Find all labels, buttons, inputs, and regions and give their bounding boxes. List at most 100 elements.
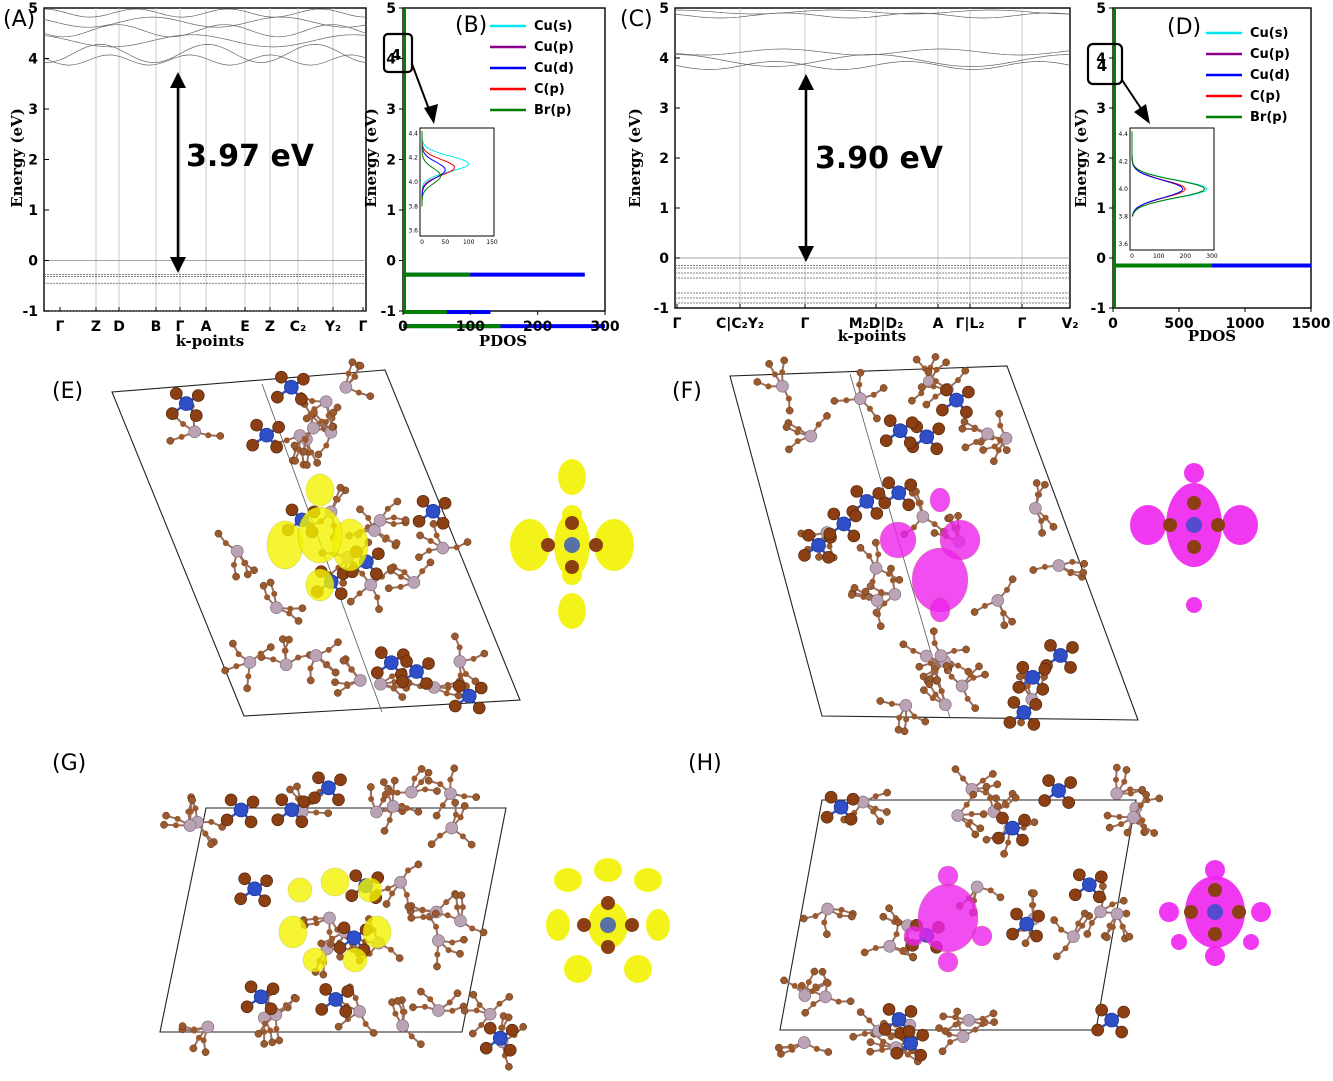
hydrogen-atom [314,450,323,459]
hydrogen-atom [346,597,355,606]
legend-label: C(p) [534,82,565,97]
phosphorus-atom [323,911,336,925]
panel-f-orbital-cluster [1130,463,1258,613]
k-tick-label: E [240,319,250,335]
k-tick-label: Γ [176,319,185,335]
bromine-atom [339,1005,353,1018]
hydrogen-atom [298,604,307,613]
carbon-atom [947,1039,954,1046]
panel-b-zoom-arrow [411,63,431,113]
cluster-lobe [1130,505,1166,545]
hydrogen-atom [993,802,1002,810]
carbon-atom [1137,802,1144,809]
hydrogen-atom [777,1050,785,1058]
carbon-atom [392,1010,399,1017]
y-tick-label: 4 [659,51,669,67]
copper-atom [346,930,362,946]
copper-atom [891,485,907,501]
hydrogen-atom [899,640,908,649]
hydrogen-atom [866,1047,875,1056]
panel-a-kpath-lines [44,8,366,311]
orbital-lobe [903,925,925,947]
legend-label: Cu(s) [534,19,572,34]
carbon-atom [932,378,939,385]
panel-a-gap-label: 3.97 eV [186,139,315,174]
carbon-atom [1119,923,1126,930]
hydrogen-atom [815,553,823,561]
carbon-atom [382,536,389,543]
phosphorus-atom [188,425,201,439]
carbon-atom [178,433,185,440]
panel-b-ylabel: Energy (eV) [362,108,380,208]
hydrogen-atom [380,826,389,835]
k-tick-label: Γ|L₂ [955,316,984,332]
k-tick-label: D [113,319,125,335]
carbon-atom [391,678,398,685]
hydrogen-atom [469,990,478,999]
bromine-atom [271,390,284,404]
phosphorus-atom [364,578,377,592]
hydrogen-atom [424,768,433,777]
carbon-atom [910,524,917,531]
inset-y-tick-label: 4.0 [1118,186,1128,193]
hydrogen-atom [384,584,393,593]
hydrogen-atom [416,1040,425,1049]
hydrogen-atom [426,558,435,567]
carbon-atom [257,650,264,657]
hydrogen-atom [801,1008,810,1017]
carbon-atom [311,406,318,413]
k-tick-label: V₂ [1062,316,1079,332]
hydrogen-atom [409,1003,417,1012]
carbon-atom [326,928,333,935]
hydrogen-atom [933,676,942,684]
cluster-lobe [1222,505,1258,545]
bromine-atom [904,478,918,492]
bromine-atom [165,407,179,420]
hydrogen-atom [366,783,375,791]
hydrogen-atom [946,513,954,522]
bromine-atom [823,527,837,541]
carbon-atom [323,442,330,449]
carbon-atom [997,422,1004,429]
carbon-atom [979,1015,986,1022]
copper-atom [461,688,477,704]
carbon-atom [887,1034,894,1041]
carbon-atom [473,1007,480,1014]
phosphorus-atom [339,380,353,394]
br-p-peak [403,272,471,277]
hydrogen-atom [433,962,441,971]
hydrogen-atom [1041,480,1049,489]
hydrogen-atom [938,1047,947,1056]
hydrogen-atom [1099,882,1107,891]
bromine-atom [258,894,271,908]
carbon-atom [1003,586,1010,593]
carbon-atom [312,915,319,922]
y-tick-label: 3 [28,102,38,118]
carbon-atom [457,814,464,821]
carbon-atom [869,578,876,585]
x-tick-label: 0 [1108,316,1118,332]
hydrogen-atom [908,396,916,405]
bromine-atom [1018,813,1031,827]
orbital-lobe [929,487,951,513]
bromine-atom [625,918,639,932]
bromine-atom [822,551,835,564]
hydrogen-atom [942,661,951,670]
bromine-atom [850,485,864,498]
hydrogen-atom [479,928,488,937]
copper-atom [891,1012,907,1027]
carbon-atom [398,573,405,580]
panel-h: (H) [688,751,1271,1066]
cluster-lobe [510,519,550,571]
y-tick-label: 0 [28,254,38,270]
copper-atom [178,396,194,411]
conduction-band [43,54,367,66]
phosphorus-atom [899,699,913,712]
br-p-peak [403,324,501,329]
hydrogen-atom [294,617,303,625]
bromine-atom [234,892,247,906]
cluster-lobe [594,858,622,882]
panel-a-y-ticks: -1 0 1 2 3 4 5 [22,1,49,320]
hydrogen-atom [460,802,469,810]
conduction-band [674,61,1071,70]
